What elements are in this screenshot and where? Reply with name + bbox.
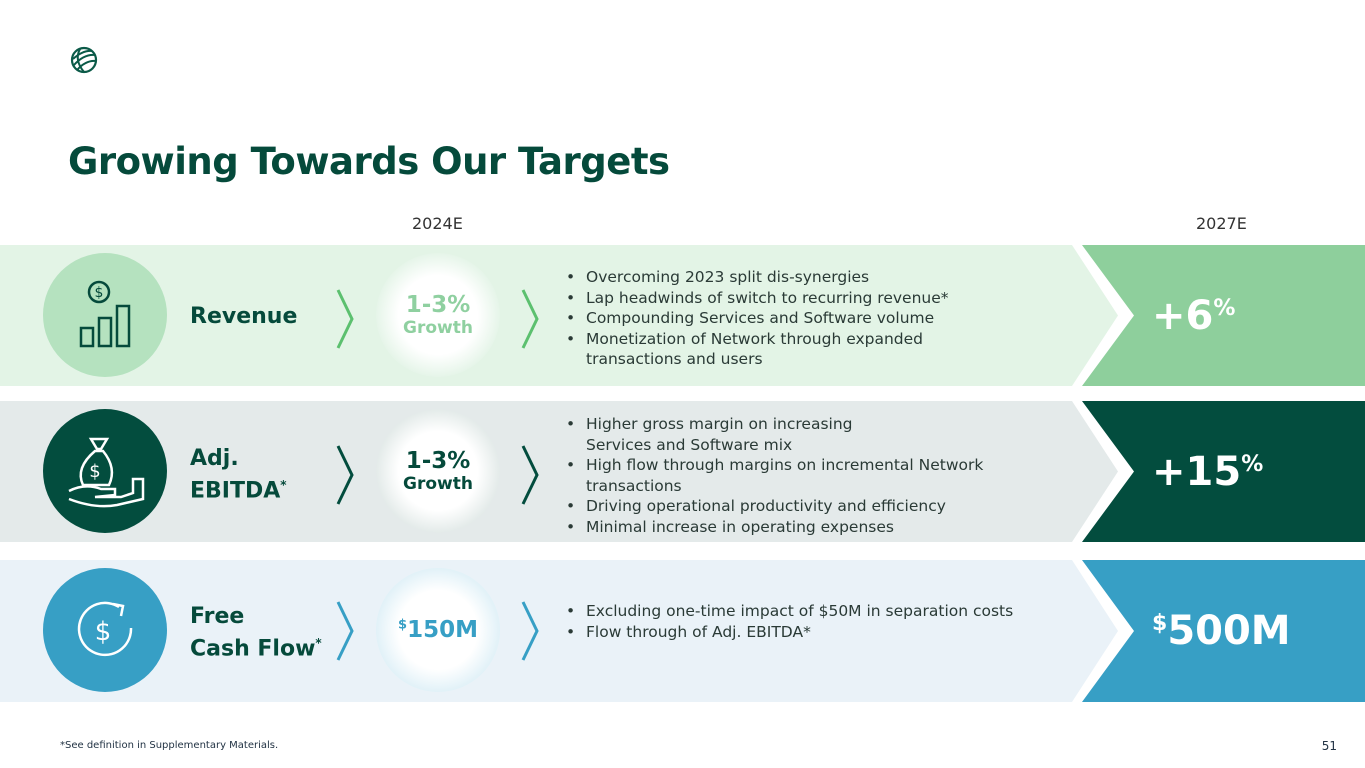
svg-text:$: $ [95,285,104,301]
chevron-right-icon [336,445,354,505]
revenue-chart-icon: $ [43,253,167,377]
chevron-right-icon [521,445,539,505]
dollar-sign: $ [1152,611,1168,636]
money-bag-hand-icon: $ [43,409,167,533]
cash-cycle-icon: $ [43,568,167,692]
page-number: 51 [1321,739,1337,753]
year-2027e: 2027E [1196,214,1247,233]
chevron-right-icon [521,289,539,349]
chevron-right-icon [336,289,354,349]
revenue-2024-bubble: 1-3% Growth [376,253,500,377]
ebitda-target: +15% [1082,401,1365,542]
year-2024e: 2024E [412,214,463,233]
page-title: Growing Towards Our Targets [68,140,670,183]
ebitda-label: Adj. EBITDA* [190,446,287,504]
ebitda-target-value: +15 [1152,448,1242,495]
fcf-target-value: 500M [1167,608,1291,654]
footnote: *See definition in Supplementary Materia… [60,740,279,751]
revenue-label: Revenue [190,304,298,329]
chevron-right-icon [336,601,354,661]
fcf-bullets: Excluding one-time impact of $50M in sep… [566,601,1013,642]
svg-text:$: $ [95,617,112,647]
globe-logo-icon [70,46,98,74]
ebitda-bullets: Higher gross margin on increasing Servic… [566,414,1006,537]
percent-sign: % [1241,451,1264,477]
fcf-2024-bubble: $150M [376,568,500,692]
revenue-target-value: +6 [1152,292,1214,339]
fcf-label: Free Cash Flow* [190,604,322,662]
ebitda-2024-bubble: 1-3% Growth [376,409,500,533]
svg-text:$: $ [89,461,100,482]
fcf-target: $500M [1082,560,1365,702]
percent-sign: % [1213,295,1236,321]
revenue-target: +6% [1082,245,1365,386]
revenue-bullets: Overcoming 2023 split dis-synergiesLap h… [566,267,986,370]
chevron-right-icon [521,601,539,661]
